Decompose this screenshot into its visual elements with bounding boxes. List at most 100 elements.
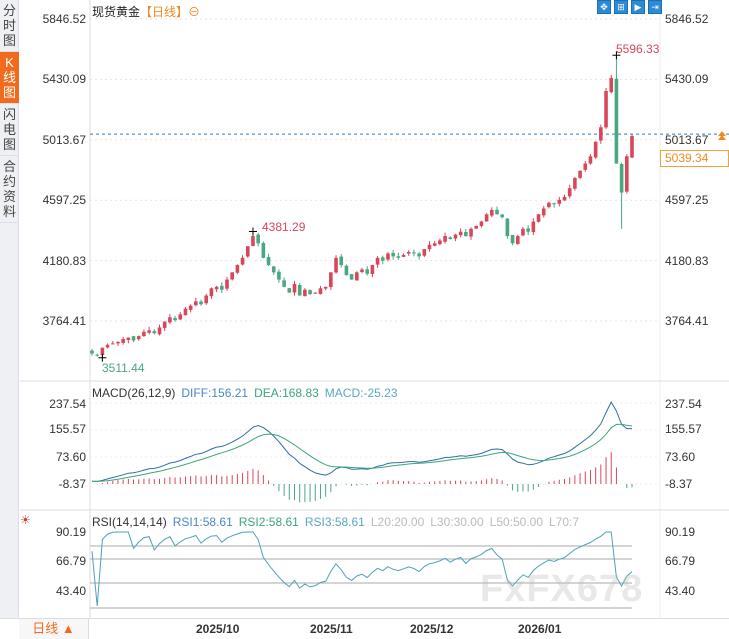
current-price-label: 5039.34 bbox=[660, 150, 729, 167]
candle-body bbox=[417, 253, 421, 257]
tab-char: 图 bbox=[2, 137, 16, 152]
candle-body bbox=[495, 209, 499, 215]
rsi-l70: L70:7 bbox=[549, 515, 580, 529]
price-axis-label: 3764.41 bbox=[665, 314, 709, 328]
candle-body bbox=[479, 221, 484, 226]
candle-body bbox=[297, 284, 302, 296]
candle-body bbox=[593, 141, 598, 158]
tab-char: 图 bbox=[2, 85, 16, 100]
candle-body bbox=[614, 78, 619, 164]
toolbar-icons: ✥ ⊞ ▶ ⇥ bbox=[597, 0, 662, 14]
tab-contract-info[interactable]: 合约资料 bbox=[0, 156, 19, 223]
date-tick: 2025/12 bbox=[410, 622, 454, 636]
rsi3: RSI3:58.61 bbox=[304, 515, 365, 529]
price-axis-label: 5846.52 bbox=[42, 12, 86, 26]
candle-body bbox=[619, 163, 624, 193]
candle-body bbox=[344, 265, 349, 276]
date-tick: 2025/11 bbox=[310, 622, 353, 636]
candle-body bbox=[110, 343, 115, 345]
step-icon[interactable]: ▶ bbox=[631, 0, 645, 14]
candle-body bbox=[173, 318, 177, 321]
candle-body bbox=[505, 218, 510, 237]
candle-body bbox=[168, 317, 172, 323]
candle-body bbox=[490, 209, 494, 216]
candle-body bbox=[515, 236, 520, 244]
macd-dea-line bbox=[91, 423, 633, 482]
tab-char: 合 bbox=[2, 159, 16, 174]
collapse-icon[interactable]: ⊖ bbox=[188, 5, 201, 19]
tab-time-chart[interactable]: 分时图 bbox=[0, 0, 19, 52]
candle-body bbox=[178, 314, 183, 320]
tab-char: 约 bbox=[2, 174, 16, 189]
rsi-axis-label: 90.19 bbox=[665, 525, 696, 539]
candle-body bbox=[142, 331, 146, 336]
macd-dea: DEA:168.83 bbox=[254, 386, 319, 400]
candle-body bbox=[557, 199, 562, 204]
period-select-button[interactable]: 日线 ▲ bbox=[19, 619, 89, 639]
candle-body bbox=[292, 283, 297, 293]
candle-body bbox=[209, 288, 214, 297]
date-tick: 2025/10 bbox=[196, 622, 240, 636]
macd-diff-line bbox=[91, 401, 632, 483]
zoom-fit-icon[interactable]: ⊞ bbox=[614, 0, 628, 14]
candle-body bbox=[152, 331, 157, 334]
candle-body bbox=[282, 280, 286, 287]
time-axis-bar: 日线 ▲ 2025/10 2025/11 2025/12 2026/01 bbox=[0, 618, 729, 639]
candle-body bbox=[240, 257, 245, 265]
candle-body bbox=[287, 288, 292, 293]
candle-body bbox=[261, 243, 266, 258]
candle-body bbox=[188, 305, 193, 310]
macd-axis-label: 73.60 bbox=[55, 450, 86, 464]
macd-axis-label: 155.57 bbox=[665, 422, 702, 436]
low-marker-icon bbox=[98, 353, 107, 362]
macd-axis-label: -8.37 bbox=[665, 477, 693, 491]
candle-body bbox=[625, 156, 629, 192]
candle-body bbox=[604, 91, 608, 128]
candle-body bbox=[100, 347, 105, 355]
candle-body bbox=[578, 170, 582, 178]
macd-axis-label: 155.57 bbox=[49, 422, 86, 436]
candle-body bbox=[334, 257, 338, 273]
candle-body bbox=[365, 269, 369, 274]
candle-body bbox=[225, 279, 229, 289]
move-icon[interactable]: ✥ bbox=[597, 0, 611, 14]
up-arrow-icon bbox=[718, 131, 726, 140]
candle-body bbox=[266, 256, 271, 266]
price-axis-label: 5013.67 bbox=[42, 132, 86, 147]
tab-flash-chart[interactable]: 闪电图 bbox=[0, 104, 19, 156]
rsi-title: RSI(14,14,14) bbox=[92, 515, 167, 529]
price-axis-label: 3764.41 bbox=[42, 314, 86, 328]
candle-body bbox=[630, 136, 634, 158]
candle-body bbox=[251, 236, 255, 246]
candle-body bbox=[474, 225, 479, 229]
rsi-axis-label: 90.19 bbox=[55, 525, 86, 539]
date-tick: 2026/01 bbox=[518, 622, 562, 636]
rsi-l20: L20:20.00 bbox=[370, 515, 425, 529]
tab-char: 时 bbox=[2, 18, 16, 33]
tab-char: 图 bbox=[2, 33, 16, 48]
candle-body bbox=[380, 257, 385, 261]
candle-body bbox=[531, 221, 536, 233]
tab-char: 线 bbox=[2, 70, 16, 85]
rsi-axis-label: 66.79 bbox=[55, 554, 86, 568]
watermark-logo: FxFX678 bbox=[480, 568, 644, 610]
tab-char: K bbox=[5, 55, 14, 70]
candle-body bbox=[401, 254, 406, 257]
settings-sun-icon[interactable]: ☀ bbox=[20, 513, 31, 527]
price-axis-label: 5013.67 bbox=[665, 132, 709, 147]
candle-body bbox=[412, 252, 416, 254]
macd-title: MACD(26,12,9) bbox=[92, 386, 176, 400]
candle-body bbox=[136, 336, 141, 340]
macd-legend: MACD(26,12,9) DIFF:156.21 DEA:168.83 MACD:-… bbox=[92, 386, 404, 400]
candle-body bbox=[510, 235, 515, 244]
candle-body bbox=[438, 240, 442, 245]
scroll-end-icon[interactable]: ⇥ bbox=[648, 0, 662, 14]
rsi-axis-label: 43.40 bbox=[55, 584, 86, 598]
low-marker-label: 3511.44 bbox=[102, 361, 145, 375]
candle-body bbox=[339, 256, 344, 266]
candle-body bbox=[547, 202, 551, 208]
candle-body bbox=[464, 232, 468, 237]
candle-body bbox=[588, 156, 593, 164]
